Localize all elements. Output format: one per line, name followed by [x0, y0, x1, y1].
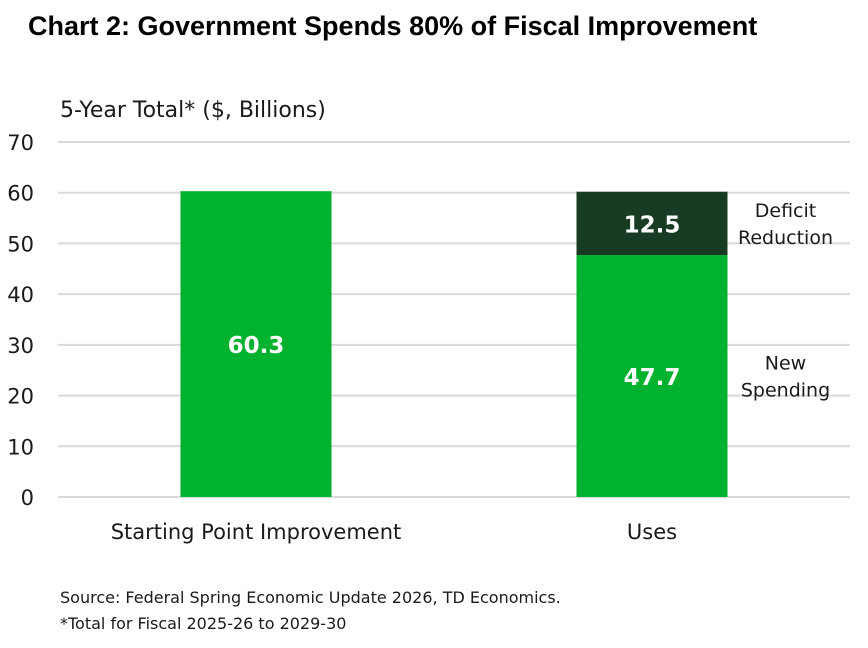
gridlines	[58, 141, 850, 498]
series-label: New Spending	[741, 353, 830, 402]
y-tick-label: 0	[21, 486, 34, 510]
y-tick-label: 20	[7, 385, 34, 409]
y-tick-label: 30	[7, 334, 34, 358]
labels: 0 10 20 30 40 50 60 70 Starting Point Improvemen…	[7, 131, 833, 544]
footnote: *Total for Fiscal 2025-26 to 2029-30	[60, 614, 347, 633]
y-axis-label: 5-Year Total* ($, Billions)	[60, 98, 326, 123]
bars	[180, 191, 728, 497]
y-tick-label: 60	[7, 182, 34, 206]
y-tick-label: 10	[7, 435, 34, 459]
bar-new-spending	[576, 255, 728, 497]
y-tick-label: 70	[7, 131, 34, 155]
series-label: Deficit Reduction	[738, 200, 833, 249]
bar-deficit-reduction	[576, 191, 728, 256]
source-note: Source: Federal Spring Economic Update 2…	[60, 588, 561, 607]
data-label: 12.5	[624, 212, 681, 238]
bar-new-spending	[180, 191, 332, 497]
data-label: 47.7	[624, 365, 681, 391]
y-tick-label: 40	[7, 283, 34, 307]
x-tick-label: Starting Point Improvement	[111, 520, 402, 544]
x-tick-label: Uses	[627, 520, 677, 544]
y-tick-label: 50	[7, 232, 34, 256]
data-label: 60.3	[228, 333, 285, 359]
chart-title: Chart 2: Government Spends 80% of Fiscal…	[28, 11, 758, 41]
